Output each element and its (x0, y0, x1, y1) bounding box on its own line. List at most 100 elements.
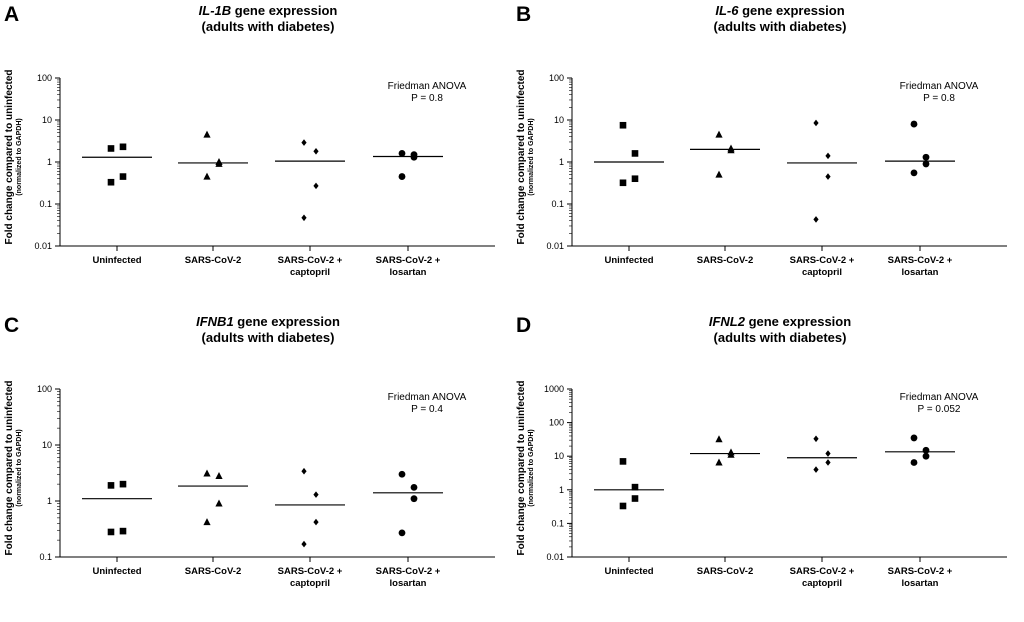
data-point-circle (910, 434, 918, 442)
x-category-label: captopril (802, 267, 842, 278)
p-value-label: P = 0.8 (411, 93, 443, 104)
data-point-diamond (313, 182, 319, 190)
p-value-label: P = 0.4 (411, 404, 443, 415)
x-category-label: Uninfected (604, 566, 653, 577)
x-category-label: Uninfected (604, 255, 653, 266)
y-tick-label: 0.1 (551, 199, 564, 209)
y-axis-sublabel: (normalized to GAPDH) (16, 118, 23, 195)
x-category-label: SARS-CoV-2 + (376, 255, 441, 266)
data-point-triangle (715, 435, 723, 443)
y-tick-label: 1000 (544, 384, 564, 394)
chart-panel-d: D IFNL2 gene expression(adults with diabe… (516, 314, 1007, 589)
p-value-label: P = 0.8 (923, 93, 955, 104)
panel-c: C IFNB1 gene expression (adults with diabe… (0, 311, 512, 622)
data-point-circle (922, 452, 930, 460)
data-point-diamond (813, 216, 819, 223)
data-point-square (619, 502, 627, 510)
data-point-diamond (301, 214, 307, 222)
data-point-circle (922, 160, 930, 168)
x-category-label: Uninfected (92, 255, 141, 266)
data-point-circle (410, 495, 418, 503)
data-point-circle (398, 150, 406, 157)
x-category-label: SARS-CoV-2 + (790, 255, 855, 266)
data-point-square (619, 121, 627, 129)
panel-label: A (4, 3, 19, 26)
chart-subtitle: (adults with diabetes) (714, 19, 847, 34)
data-point-circle (398, 529, 406, 537)
stat-test-label: Friedman ANOVA (900, 81, 979, 92)
x-category-label: captopril (290, 578, 330, 589)
y-tick-label: 100 (37, 73, 52, 83)
chart-title: IL-1B gene expression (199, 3, 338, 18)
data-point-triangle (715, 458, 723, 466)
data-point-square (119, 173, 127, 180)
y-tick-label: 1 (47, 157, 52, 167)
y-tick-label: 0.01 (546, 241, 564, 251)
data-point-diamond (825, 173, 831, 180)
y-tick-label: 1 (559, 485, 564, 495)
data-point-circle (910, 120, 918, 128)
data-point-triangle (715, 170, 723, 178)
y-axis-label: Fold change compared to uninfected (4, 69, 15, 244)
x-category-label: SARS-CoV-2 (185, 255, 241, 266)
data-point-triangle (203, 518, 211, 526)
data-point-diamond (301, 139, 307, 146)
data-point-circle (410, 483, 418, 491)
y-tick-label: 0.1 (39, 552, 52, 562)
y-tick-label: 100 (549, 73, 564, 83)
y-axis-sublabel: (normalized to GAPDH) (528, 118, 535, 195)
y-tick-label: 10 (42, 440, 52, 450)
data-point-square (107, 178, 115, 186)
data-point-square (619, 458, 627, 465)
x-category-label: losartan (390, 267, 427, 278)
panel-d: D IFNL2 gene expression (adults with diabe… (512, 311, 1024, 622)
x-category-label: losartan (902, 267, 939, 278)
data-point-square (631, 495, 639, 502)
y-tick-label: 1 (47, 496, 52, 506)
data-point-diamond (825, 152, 831, 160)
y-tick-label: 10 (554, 115, 564, 125)
panel-label: C (4, 314, 19, 337)
y-axis-sublabel: (normalized to GAPDH) (528, 429, 535, 506)
data-point-square (619, 179, 627, 187)
data-point-diamond (825, 459, 831, 466)
x-category-label: captopril (802, 578, 842, 589)
p-value-label: P = 0.052 (918, 404, 961, 415)
panel-label: D (516, 314, 531, 337)
chart-panel-c: C IFNB1 gene expression(adults with diabe… (4, 314, 495, 589)
data-point-diamond (825, 450, 831, 457)
x-category-label: captopril (290, 267, 330, 278)
chart-panel-a: A IL-1B gene expression(adults with diabe… (4, 3, 495, 278)
y-axis-label: Fold change compared to uninfected (516, 69, 527, 244)
data-point-square (119, 527, 127, 535)
data-point-diamond (301, 540, 307, 548)
data-point-triangle (215, 499, 223, 507)
x-category-label: SARS-CoV-2 (697, 566, 753, 577)
stat-test-label: Friedman ANOVA (388, 392, 467, 403)
x-category-label: SARS-CoV-2 + (376, 566, 441, 577)
x-category-label: SARS-CoV-2 + (888, 255, 953, 266)
data-point-circle (398, 173, 406, 180)
data-point-diamond (813, 435, 819, 443)
data-point-diamond (313, 491, 319, 498)
data-point-diamond (301, 467, 307, 475)
y-tick-label: 0.01 (546, 552, 564, 562)
data-point-diamond (313, 518, 319, 526)
chart-subtitle: (adults with diabetes) (714, 330, 847, 345)
x-category-label: SARS-CoV-2 (185, 566, 241, 577)
y-tick-label: 10 (554, 451, 564, 461)
data-point-diamond (313, 147, 319, 155)
chart-subtitle: (adults with diabetes) (202, 330, 335, 345)
y-tick-label: 0.1 (551, 518, 564, 528)
data-point-square (107, 145, 115, 152)
panel-b: B IL-6 gene expression (adults with diabet… (512, 0, 1024, 311)
data-point-square (107, 528, 115, 536)
x-category-label: losartan (902, 578, 939, 589)
data-point-square (631, 483, 639, 491)
y-tick-label: 1 (559, 157, 564, 167)
data-point-triangle (727, 450, 735, 458)
data-point-triangle (215, 471, 223, 479)
y-axis-label: Fold change compared to uninfected (4, 380, 15, 555)
data-point-diamond (813, 119, 819, 127)
data-point-square (631, 175, 639, 183)
